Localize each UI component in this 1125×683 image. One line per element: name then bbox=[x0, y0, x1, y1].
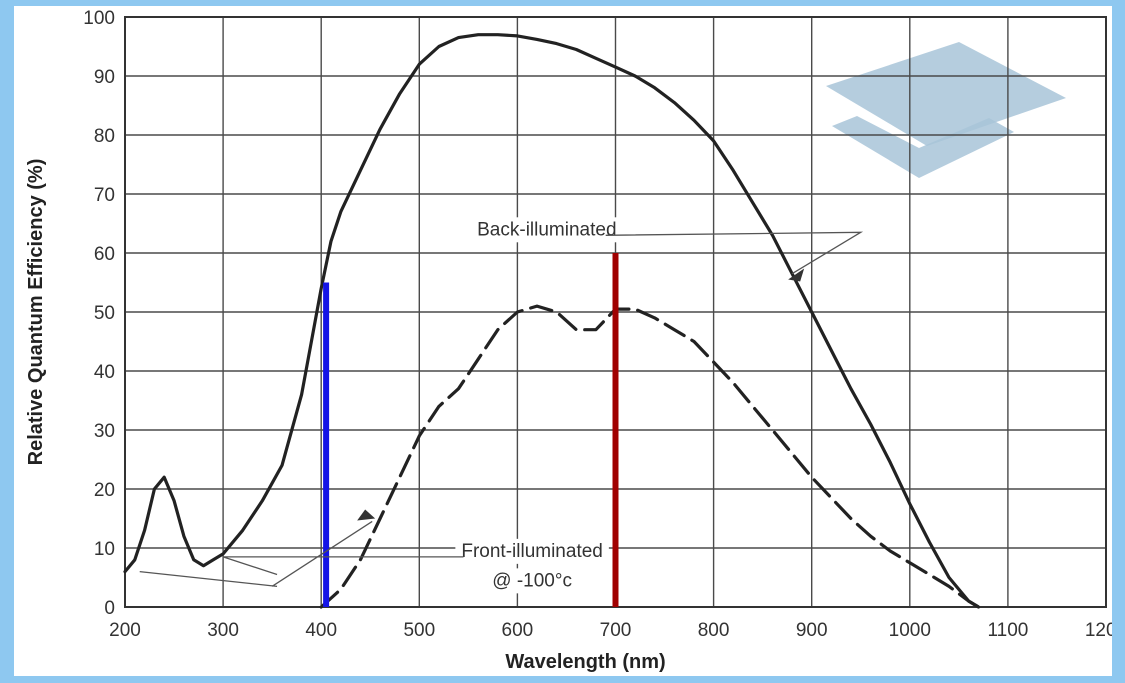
annotation-label: @ -100°c bbox=[492, 570, 572, 591]
annotation-background bbox=[471, 217, 623, 243]
annotation-background bbox=[455, 538, 609, 564]
front-illuminated-leader-2 bbox=[139, 520, 373, 587]
x-tick-label: 400 bbox=[305, 620, 337, 641]
x-tick-label: 900 bbox=[796, 620, 828, 641]
y-tick-label: 20 bbox=[94, 480, 115, 501]
x-tick-label: 600 bbox=[502, 620, 534, 641]
x-tick-label: 1000 bbox=[889, 620, 931, 641]
layered-planes-logo-icon bbox=[826, 42, 1066, 178]
series-front-illuminated-line bbox=[319, 304, 981, 609]
series-layer bbox=[123, 33, 981, 609]
y-tick-label: 0 bbox=[104, 598, 115, 619]
y-tick-label: 70 bbox=[94, 185, 115, 206]
annotation-label: Front-illuminated bbox=[461, 541, 603, 562]
annotation-background bbox=[486, 568, 578, 594]
y-tick-label: 100 bbox=[83, 8, 115, 29]
annotation-label: Back-illuminated bbox=[477, 219, 616, 240]
quantum-efficiency-chart: Back-illuminated Front-illuminated @ -100°… bbox=[25, 8, 1112, 673]
annotations: Back-illuminated Front-illuminated @ -100°… bbox=[139, 217, 864, 594]
y-axis-label: Relative Quantum Efficiency (%) bbox=[25, 159, 47, 466]
y-tick-label: 40 bbox=[94, 362, 115, 383]
arrowhead-icon bbox=[788, 268, 805, 282]
back-illuminated-leader bbox=[605, 231, 864, 275]
y-tick-label: 60 bbox=[94, 244, 115, 265]
vertical-markers bbox=[323, 253, 619, 607]
chart-frame: Back-illuminated Front-illuminated @ -100°… bbox=[14, 6, 1112, 676]
x-tick-label: 800 bbox=[698, 620, 730, 641]
series-back-illuminated-line bbox=[123, 33, 981, 609]
x-tick-label: 500 bbox=[403, 620, 435, 641]
y-tick-label: 10 bbox=[94, 539, 115, 560]
x-tick-label: 200 bbox=[109, 620, 141, 641]
y-axis-ticks: 0 10 20 30 40 50 60 70 80 90 100 bbox=[83, 8, 115, 619]
x-tick-label: 700 bbox=[600, 620, 632, 641]
logo-lower-plane bbox=[832, 116, 1014, 178]
x-axis-label: Wavelength (nm) bbox=[505, 651, 665, 673]
y-tick-label: 50 bbox=[94, 303, 115, 324]
front-illuminated-leader bbox=[222, 556, 464, 576]
y-tick-label: 90 bbox=[94, 67, 115, 88]
y-tick-label: 30 bbox=[94, 421, 115, 442]
x-tick-label: 300 bbox=[207, 620, 239, 641]
arrowhead-icon bbox=[357, 509, 376, 521]
y-tick-label: 80 bbox=[94, 126, 115, 147]
x-tick-label: 1100 bbox=[987, 620, 1028, 641]
logo-upper-plane bbox=[826, 42, 1066, 146]
